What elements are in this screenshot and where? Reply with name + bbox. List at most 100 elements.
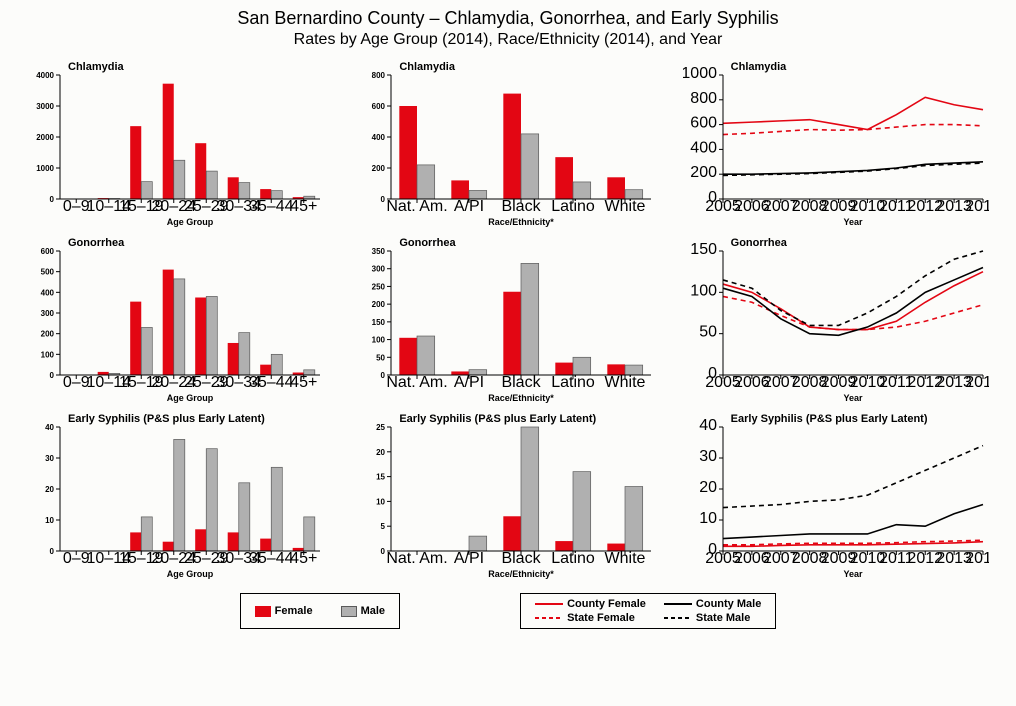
bar-male <box>521 427 539 551</box>
bar-male <box>206 296 217 375</box>
svg-text:100: 100 <box>41 350 55 359</box>
svg-text:Year: Year <box>843 393 863 403</box>
panel-gon-race-svg: 050100150200250300350Nat. Am.A/PIBlackLa… <box>351 237 657 409</box>
svg-text:Black: Black <box>502 374 542 391</box>
svg-text:15: 15 <box>376 473 385 482</box>
line-state_male <box>723 446 983 508</box>
panel-gon-age-svg: 01002003004005006000–910–1415–1920–2425–… <box>20 237 326 409</box>
panel-syp-age: Early Syphilis (P&S plus Early Latent)01… <box>20 413 333 585</box>
svg-text:A/PI: A/PI <box>454 374 484 391</box>
svg-text:5: 5 <box>381 522 386 531</box>
svg-text:1000: 1000 <box>683 65 717 82</box>
main-title: San Bernardino County – Chlamydia, Gonor… <box>0 8 1016 29</box>
svg-text:3000: 3000 <box>36 102 54 111</box>
svg-text:35–44: 35–44 <box>249 374 294 391</box>
line-county_female <box>723 272 983 330</box>
svg-text:2014: 2014 <box>965 550 989 567</box>
bar-female <box>452 180 470 199</box>
bar-male <box>417 336 435 375</box>
svg-text:Nat. Am.: Nat. Am. <box>387 374 448 391</box>
bar-female <box>228 532 239 551</box>
svg-text:20: 20 <box>45 485 54 494</box>
svg-text:400: 400 <box>690 139 717 156</box>
svg-text:30: 30 <box>45 454 54 463</box>
bar-female <box>130 532 141 551</box>
svg-text:Black: Black <box>502 550 542 567</box>
svg-text:White: White <box>605 550 646 567</box>
svg-text:0: 0 <box>50 371 55 380</box>
bar-male <box>521 263 539 375</box>
svg-text:200: 200 <box>372 300 386 309</box>
svg-text:10: 10 <box>45 516 54 525</box>
panel-title: Gonorrhea <box>68 237 124 249</box>
svg-text:45+: 45+ <box>290 374 317 391</box>
panel-syp-year-svg: 0102030402005200620072008200920102011201… <box>683 413 989 585</box>
svg-text:500: 500 <box>41 268 55 277</box>
legend-lines: County FemaleCounty MaleState FemaleStat… <box>520 593 776 629</box>
svg-text:350: 350 <box>372 247 386 256</box>
line-county_female <box>723 97 983 129</box>
svg-text:Nat. Am.: Nat. Am. <box>387 198 448 215</box>
svg-text:Age Group: Age Group <box>167 393 214 403</box>
legend-line-item: County Female <box>535 598 646 610</box>
svg-text:10: 10 <box>699 510 717 527</box>
svg-text:600: 600 <box>41 247 55 256</box>
panel-syp-age-svg: 0102030400–910–1415–1920–2425–2930–3435–… <box>20 413 326 585</box>
svg-text:50: 50 <box>699 324 717 341</box>
bar-male <box>239 483 250 551</box>
svg-text:2014: 2014 <box>965 198 989 215</box>
line-county_male <box>723 268 983 336</box>
panel-title: Gonorrhea <box>399 237 455 249</box>
bar-male <box>174 439 185 551</box>
svg-text:25: 25 <box>376 423 385 432</box>
legend-bar-item: Male <box>341 605 385 617</box>
bar-male <box>573 357 591 375</box>
svg-text:50: 50 <box>376 353 385 362</box>
svg-text:Latino: Latino <box>552 198 596 215</box>
legend-line-item: State Male <box>664 612 761 624</box>
svg-text:100: 100 <box>372 336 386 345</box>
bar-female <box>608 177 626 199</box>
svg-text:Age Group: Age Group <box>167 217 214 227</box>
panel-title: Chlamydia <box>399 61 455 73</box>
svg-text:20: 20 <box>699 479 717 496</box>
svg-text:40: 40 <box>45 423 54 432</box>
svg-text:800: 800 <box>690 90 717 107</box>
bar-male <box>141 182 152 199</box>
bar-female <box>130 126 141 199</box>
svg-text:20: 20 <box>376 448 385 457</box>
panel-title: Early Syphilis (P&S plus Early Latent) <box>68 413 265 425</box>
svg-text:2014: 2014 <box>965 374 989 391</box>
svg-text:Year: Year <box>843 217 863 227</box>
svg-text:1000: 1000 <box>36 164 54 173</box>
svg-text:45+: 45+ <box>290 550 317 567</box>
svg-text:0: 0 <box>381 547 386 556</box>
bar-male <box>174 279 185 375</box>
panel-title: Early Syphilis (P&S plus Early Latent) <box>731 413 928 425</box>
panel-chl-year: Chlamydia0200400600800100020052006200720… <box>683 61 996 233</box>
panel-grid: Chlamydia010002000300040000–910–1415–192… <box>0 49 1016 589</box>
line-state_male <box>723 251 983 325</box>
svg-text:4000: 4000 <box>36 71 54 80</box>
line-state_female <box>723 125 983 135</box>
bar-female <box>504 292 522 375</box>
svg-text:Race/Ethnicity*: Race/Ethnicity* <box>489 569 555 579</box>
line-state_female <box>723 296 983 329</box>
bar-female <box>556 157 574 199</box>
panel-chl-race-svg: 0200400600800Nat. Am.A/PIBlackLatinoWhit… <box>351 61 657 233</box>
svg-text:400: 400 <box>41 288 55 297</box>
sub-title: Rates by Age Group (2014), Race/Ethnicit… <box>0 31 1016 49</box>
bar-male <box>521 134 539 199</box>
bar-male <box>206 171 217 199</box>
bar-male <box>271 354 282 375</box>
bar-male <box>469 536 487 551</box>
svg-text:Race/Ethnicity*: Race/Ethnicity* <box>489 393 555 403</box>
svg-text:200: 200 <box>690 164 717 181</box>
panel-chl-race: Chlamydia0200400600800Nat. Am.A/PIBlackL… <box>351 61 664 233</box>
svg-text:A/PI: A/PI <box>454 198 484 215</box>
panel-syp-race: Early Syphilis (P&S plus Early Latent)05… <box>351 413 664 585</box>
bar-female <box>228 177 239 199</box>
bar-male <box>174 160 185 199</box>
svg-text:250: 250 <box>372 282 386 291</box>
bar-male <box>304 517 315 551</box>
